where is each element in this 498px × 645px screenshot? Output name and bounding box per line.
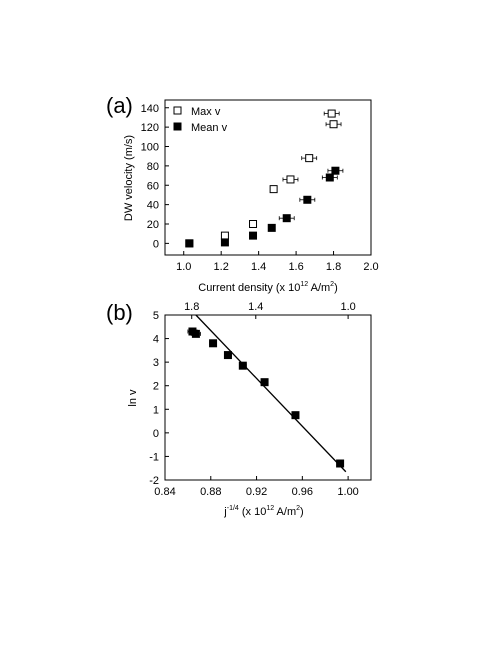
- data-point: [331, 166, 340, 175]
- fit-line: [195, 314, 347, 473]
- data-point: [282, 214, 291, 223]
- y-tick-label: 5: [153, 310, 159, 322]
- y-tick-label: 0: [153, 238, 159, 250]
- data-point: [220, 238, 229, 247]
- x-tick-label: 1.0: [176, 261, 191, 273]
- data-point: [325, 173, 334, 182]
- data-point-max-v: [327, 109, 336, 118]
- data-point: [209, 339, 218, 348]
- panel-b-x-axis-label: j-1/4 (x 1012 A/m2): [223, 505, 303, 518]
- panel-a-plot-frame: [164, 99, 372, 256]
- panel-a-x-ticks: 1.0 1.2 1.4 1.6 1.8 2.0: [176, 251, 379, 273]
- panel-b-y-axis-label: ln v: [127, 389, 139, 407]
- data-point: [185, 239, 194, 248]
- data-point: [223, 351, 232, 360]
- panel-a-x-axis-label: Current density (x 1012 A/m2): [198, 281, 338, 294]
- panel-b-y-ticks: -2 -1 0 1 2 3 4 5: [149, 310, 169, 487]
- y-tick-label: -1: [149, 451, 159, 463]
- y-tick-label: 40: [147, 200, 159, 212]
- top-axis-tick-label: 1.8: [184, 301, 199, 313]
- x-tick-label: 0.84: [154, 486, 175, 498]
- x-tick-label: 1.8: [326, 261, 341, 273]
- y-tick-label: 4: [153, 334, 159, 346]
- y-tick-label: -2: [149, 475, 159, 487]
- x-tick-label: 0.92: [246, 486, 267, 498]
- y-tick-label: 1: [153, 404, 159, 416]
- legend-max-v-label: Max v: [191, 106, 221, 118]
- y-tick-label: 3: [153, 357, 159, 369]
- data-point: [191, 329, 200, 338]
- legend-mean-v-marker: [173, 122, 182, 131]
- panel-a: (a) 0 20 40 60 80 100 120 140 1.0 1.2 1.4 1.6 1.8 2.…: [106, 93, 379, 294]
- panel-b-x-ticks: 0.84 0.88 0.92 0.96 1.00: [154, 476, 359, 498]
- data-point: [267, 223, 276, 232]
- panel-a-y-ticks: 0 20 40 60 80 100 120 140: [141, 103, 169, 250]
- y-tick-label: 60: [147, 180, 159, 192]
- data-point-max-v: [329, 120, 338, 129]
- panel-b-top-axis-ticks: 1.8 1.4 1.0: [184, 301, 356, 319]
- data-point-max-v: [269, 185, 278, 194]
- data-point-max-v: [305, 154, 314, 163]
- legend-max-v-marker: [173, 106, 182, 115]
- data-point: [249, 231, 258, 240]
- y-tick-label: 100: [141, 142, 159, 154]
- data-point-max-v: [286, 175, 295, 184]
- data-point-max-v: [249, 220, 258, 228]
- panel-a-label: (a): [106, 93, 133, 118]
- panel-a-legend: Max v Mean v: [173, 106, 228, 134]
- data-point: [303, 195, 312, 204]
- y-tick-label: 0: [153, 428, 159, 440]
- x-tick-label: 2.0: [363, 261, 378, 273]
- data-point: [238, 361, 247, 370]
- panel-b-marks: [187, 314, 347, 473]
- data-point-max-v: [220, 231, 229, 240]
- data-point: [291, 411, 300, 420]
- panel-b-plot-frame: [164, 314, 372, 481]
- x-tick-label: 1.6: [288, 261, 303, 273]
- x-tick-label: 1.00: [337, 486, 358, 498]
- top-axis-tick-label: 1.4: [248, 301, 263, 313]
- legend-mean-v-label: Mean v: [191, 122, 228, 134]
- y-tick-label: 20: [147, 219, 159, 231]
- x-tick-label: 1.4: [251, 261, 266, 273]
- y-tick-label: 80: [147, 161, 159, 173]
- top-axis-tick-label: 1.0: [340, 301, 355, 313]
- data-point: [260, 378, 269, 387]
- x-tick-label: 0.88: [200, 486, 221, 498]
- y-tick-label: 2: [153, 381, 159, 393]
- y-tick-label: 140: [141, 103, 159, 115]
- y-tick-label: 120: [141, 122, 159, 134]
- panel-a-marks: [185, 109, 344, 248]
- panel-b-label: (b): [106, 300, 133, 325]
- x-tick-label: 1.2: [214, 261, 229, 273]
- data-point: [336, 459, 345, 468]
- x-tick-label: 0.96: [292, 486, 313, 498]
- panel-a-y-axis-label: DW velocity (m/s): [123, 135, 135, 221]
